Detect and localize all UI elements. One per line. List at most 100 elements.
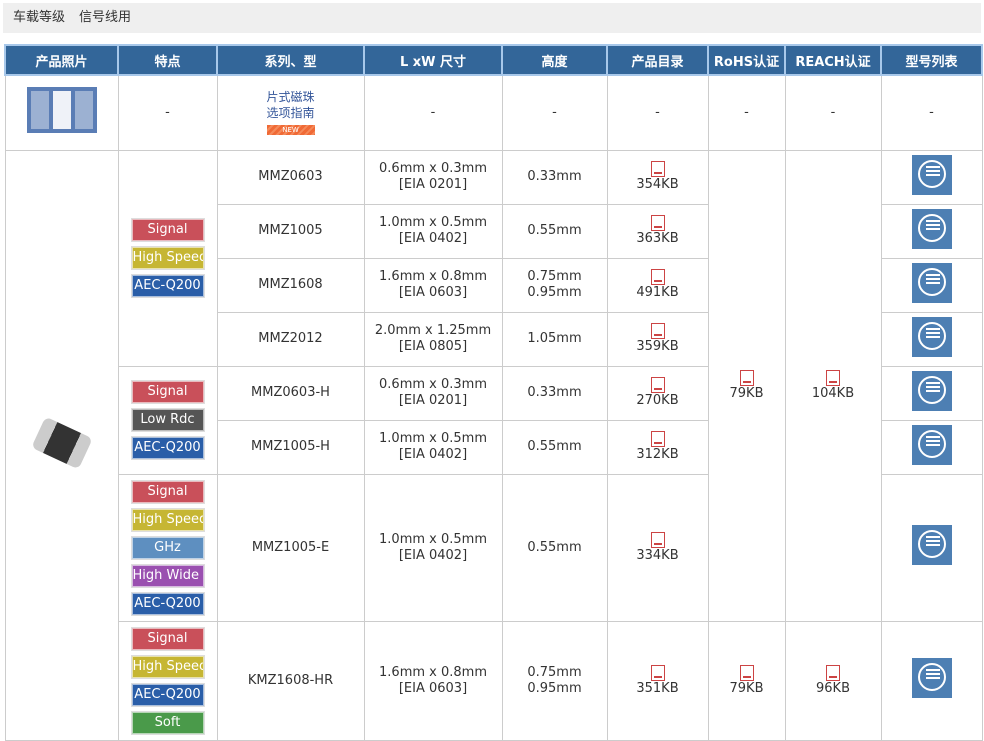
series-cell: MMZ1005 <box>216 203 365 259</box>
pdf-icon[interactable] <box>650 215 665 231</box>
rohs-cell: 79KB <box>707 620 786 741</box>
series-name[interactable]: MMZ0603-H <box>251 385 330 400</box>
dash: - <box>606 74 709 151</box>
feature-badge[interactable]: AEC-Q200 <box>131 437 204 459</box>
rohs-link[interactable]: 79KB <box>729 680 764 696</box>
table-row: MMZ1005-H 1.0mm x 0.5mm [EIA 0402] 0.55mm 31… <box>5 419 983 475</box>
series-name[interactable]: MMZ0603 <box>258 169 323 184</box>
part-list-icon[interactable] <box>911 370 952 411</box>
catalog-link[interactable]: 351KB <box>636 680 679 696</box>
series-name[interactable]: MMZ1005-H <box>251 439 330 454</box>
catalog-link[interactable]: 363KB <box>636 231 679 246</box>
size: 1.0mm x 0.5mm <box>379 431 487 446</box>
part-list-cell[interactable] <box>880 149 983 205</box>
series-cell: MMZ1608 <box>216 257 365 313</box>
part-list-icon[interactable] <box>911 525 952 565</box>
height-cell: 0.33mm <box>501 149 608 205</box>
height: 0.75mm <box>527 269 582 284</box>
pdf-icon[interactable] <box>650 377 665 393</box>
series-name[interactable]: MMZ2012 <box>258 331 323 346</box>
breadcrumb-item[interactable]: 车载等级 <box>13 10 66 25</box>
size-cell: 1.6mm x 0.8mm [EIA 0603] <box>363 257 503 313</box>
pdf-icon[interactable] <box>650 664 665 681</box>
part-list-cell[interactable] <box>880 311 983 367</box>
guide-row: - 片式磁珠 选项指南 NEW - - - - - - <box>4 74 983 151</box>
series-name[interactable]: KMZ1608-HR <box>247 672 334 688</box>
part-list-cell[interactable] <box>880 419 983 475</box>
pdf-icon[interactable] <box>650 269 665 285</box>
catalog-link[interactable]: 354KB <box>636 177 679 192</box>
breadcrumb-item[interactable]: 信号线用 <box>79 10 132 25</box>
product-photo[interactable] <box>30 416 93 469</box>
breadcrumb: 车载等级 信号线用 <box>3 3 981 33</box>
feature-badge[interactable]: AEC-Q200 <box>131 592 204 615</box>
part-list-icon[interactable] <box>911 208 952 249</box>
series-name[interactable]: MMZ1608 <box>258 277 323 292</box>
part-list-icon[interactable] <box>911 262 952 303</box>
height: 0.33mm <box>527 169 582 184</box>
feature-badge[interactable]: Soft <box>131 711 204 734</box>
part-list-icon[interactable] <box>911 316 952 357</box>
pdf-icon[interactable] <box>650 323 665 339</box>
feature-badge[interactable]: Signal <box>131 219 204 241</box>
guide-link[interactable]: 片式磁珠 选项指南 NEW <box>216 74 365 151</box>
feature-badge[interactable]: Signal <box>131 480 204 503</box>
series-name[interactable]: MMZ1005-E <box>251 539 330 555</box>
dash: - <box>117 74 218 151</box>
table-row: MMZ1005 1.0mm x 0.5mm [EIA 0402] 0.55mm 363K… <box>5 203 983 259</box>
pdf-icon[interactable] <box>650 161 665 177</box>
part-list-icon[interactable] <box>911 424 952 465</box>
pdf-icon[interactable] <box>826 369 840 386</box>
guide-image-cell[interactable] <box>4 74 119 151</box>
feature-badge[interactable]: High Speed <box>131 655 204 678</box>
feature-badge[interactable]: Signal <box>131 627 204 650</box>
catalog-link[interactable]: 491KB <box>636 285 679 300</box>
feature-badge[interactable]: AEC-Q200 <box>131 683 204 706</box>
part-list-cell[interactable] <box>880 473 983 622</box>
height: 0.95mm <box>527 680 582 696</box>
catalog-link[interactable]: 270KB <box>636 393 679 408</box>
feature-badge[interactable]: High Speed <box>131 508 204 531</box>
pdf-icon[interactable] <box>739 369 754 386</box>
eia-size: [EIA 0603] <box>398 680 468 696</box>
eia-size: [EIA 0805] <box>398 339 468 354</box>
new-badge: NEW <box>266 124 315 135</box>
height: 0.55mm <box>527 439 582 454</box>
table-row: Signal High Speed GHz High Wide Z AEC-Q200 MM… <box>5 473 983 622</box>
guide-book-icon[interactable] <box>26 87 97 134</box>
reach-link[interactable]: 104KB <box>811 385 855 401</box>
part-list-cell[interactable] <box>880 620 983 741</box>
part-list-icon[interactable] <box>911 658 952 698</box>
rohs-link[interactable]: 79KB <box>729 385 764 401</box>
height: 0.55mm <box>527 223 582 238</box>
part-list-cell[interactable] <box>880 365 983 421</box>
pdf-icon[interactable] <box>650 431 665 447</box>
reach-link[interactable]: 96KB <box>816 680 850 696</box>
catalog-link[interactable]: 312KB <box>636 447 679 462</box>
part-list-icon[interactable] <box>911 154 952 195</box>
feature-badge[interactable]: Low Rdc <box>131 409 204 431</box>
feature-badge[interactable]: High Wide Z <box>131 564 204 587</box>
eia-size: [EIA 0603] <box>398 285 468 300</box>
feature-badge[interactable]: High Speed <box>131 247 204 269</box>
series-cell: MMZ2012 <box>216 311 365 367</box>
size: 1.6mm x 0.8mm <box>379 664 487 680</box>
size: 0.6mm x 0.3mm <box>379 161 487 176</box>
series-cell: MMZ0603 <box>216 149 365 205</box>
guide-text[interactable]: 选项指南 <box>266 105 315 120</box>
feature-badge[interactable]: Signal <box>131 381 204 403</box>
height: 0.55mm <box>527 539 582 555</box>
pdf-icon[interactable] <box>650 531 665 548</box>
guide-text[interactable]: 片式磁珠 <box>266 89 315 104</box>
pdf-icon[interactable] <box>826 664 840 681</box>
series-name[interactable]: MMZ1005 <box>258 223 323 238</box>
catalog-link[interactable]: 334KB <box>636 547 679 563</box>
features-cell: Signal Low Rdc AEC-Q200 <box>117 365 218 475</box>
feature-badge[interactable]: GHz <box>131 536 204 559</box>
part-list-cell[interactable] <box>880 257 983 313</box>
pdf-icon[interactable] <box>739 664 754 681</box>
feature-badge[interactable]: AEC-Q200 <box>131 275 204 297</box>
size-cell: 0.6mm x 0.3mm [EIA 0201] <box>363 365 503 421</box>
part-list-cell[interactable] <box>880 203 983 259</box>
catalog-link[interactable]: 359KB <box>636 339 679 354</box>
